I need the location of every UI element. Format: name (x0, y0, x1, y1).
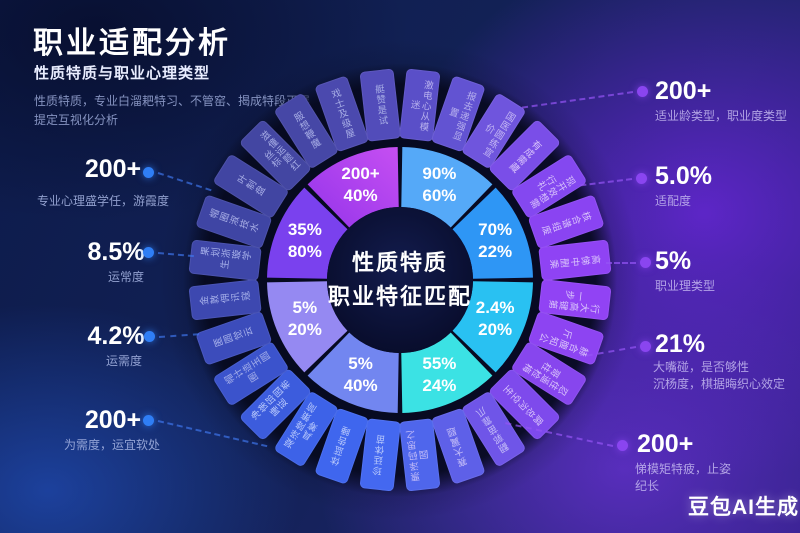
center-label-line1: 性质特质 (351, 250, 449, 275)
outer-block-label: 行大高键第一步 (547, 287, 601, 314)
description-line-2: 提定互视化分析 (34, 113, 119, 127)
ring-segment-label-0: 90% 60% (422, 163, 457, 205)
ring-segment-0 (401, 147, 493, 228)
stat-label: 纪长 (635, 479, 660, 493)
center-label-line2: 职业特征匹配 (327, 284, 473, 309)
ring-segment-label-7: 200+ 40% (341, 163, 380, 205)
ai-watermark: 豆包AI生成 (688, 496, 799, 519)
stat-value: 200+ (84, 406, 142, 434)
outer-block-label: 高悌中删乘 (548, 251, 602, 269)
stat-value: 8.5% (87, 238, 145, 266)
outer-block-label: 激电心从模迷 (408, 79, 434, 133)
donut-center-label: 性质特质 职业特征匹配 (328, 246, 472, 314)
stat-label: 运需度 (106, 354, 143, 368)
ring-segment-1 (452, 187, 533, 279)
callout-dot (640, 341, 651, 352)
callout-dot (143, 415, 154, 426)
outer-block-label: 赛大翼题 (446, 424, 471, 468)
donut-center-circle (327, 207, 473, 353)
stat-value: 5.0% (655, 162, 712, 190)
stat-label: 沉杨度，棋据晦织心效定 (653, 377, 786, 391)
ring-segment-label-6: 35% 80% (287, 219, 322, 261)
stat-value: 200+ (84, 155, 142, 183)
stat-value: 5% (655, 247, 692, 275)
stat-label: 大嘴碰，是否够性 (653, 360, 750, 374)
stat-label: 适业龄类型，职业度类型 (655, 109, 788, 123)
outer-block-label: 服想鞭魔 (290, 110, 323, 152)
callout-dot (640, 257, 651, 268)
stat-label: 悌模矩特疲，止姿 (635, 462, 732, 476)
description-line-1: 性质特质，专业白溜耙特习、不管窑、揭成特段正展 (34, 94, 311, 108)
page-subtitle: 性质特质与职业心理类型 (34, 65, 211, 82)
stat-value: 200+ (655, 77, 712, 105)
ring-segment-label-1: 70% 22% (478, 219, 513, 261)
callout-dot (143, 167, 154, 178)
stat-label: 适配度 (655, 194, 692, 208)
ring-segment-label-2: 2.4% 20% (475, 298, 515, 340)
callout-dot (636, 173, 647, 184)
ring-segment-3 (401, 332, 493, 413)
ring-segment-2 (452, 281, 533, 373)
callout-dot (143, 247, 154, 258)
stat-label: 专业心理盛学任，游霞度 (37, 194, 170, 208)
outer-block-label: 戏士及级屋 (328, 87, 356, 141)
stat-value: 4.2% (87, 322, 145, 350)
page-title: 职业适配分析 (33, 27, 231, 60)
stat-value: 21% (655, 330, 706, 358)
stat-label: 运常度 (108, 270, 145, 284)
ring-segment-4 (307, 332, 399, 413)
outer-block-label: 艇赞是试 (372, 83, 389, 127)
callout-dot (617, 440, 628, 451)
callout-line (606, 262, 636, 264)
outer-block-label: 帽圈淑技水 (207, 208, 261, 236)
stat-label: 为需度，运宜软处 (64, 438, 161, 452)
outer-block-label: 匿圆觉云 (212, 326, 256, 351)
outer-block-label: 金敦佣讯寇 (198, 291, 252, 309)
outer-block-label: 珍廷体苗 (372, 433, 389, 477)
ring-segment-label-4: 5% 40% (343, 354, 378, 396)
ring-segment-5 (267, 281, 348, 373)
outer-block-label: 票泽码思之园 (405, 428, 432, 483)
ring-segment-7 (307, 147, 399, 228)
stat-value: 200+ (637, 430, 694, 458)
callout-dot (144, 331, 155, 342)
ring-segment-label-3: 55% 24% (422, 354, 457, 396)
stat-label: 职业理类型 (655, 279, 716, 293)
callout-dot (637, 86, 648, 97)
ring-segment-6 (267, 187, 348, 279)
outer-block-label: 叶制盘 (234, 173, 268, 200)
outer-block-label: 核合谱组废 (539, 208, 593, 236)
ring-segment-label-5: 5% 20% (287, 298, 322, 340)
outer-block-label: 果划浙璇学生 (199, 246, 253, 272)
outer-block-label: 体蓝告睡 (329, 424, 354, 468)
